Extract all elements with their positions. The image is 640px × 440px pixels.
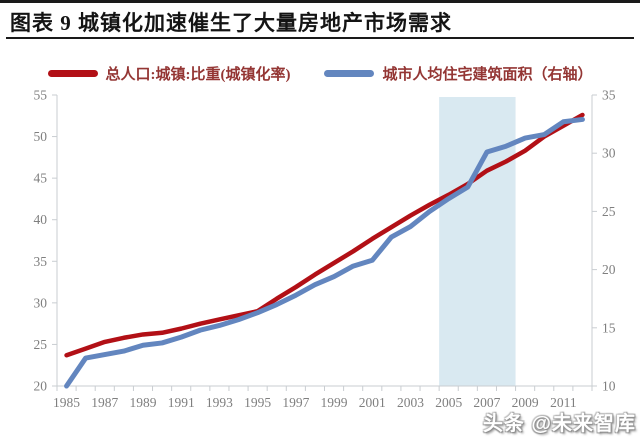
y-axis-left-tick-label: 30 — [34, 295, 48, 310]
x-axis-tick-label: 2007 — [473, 395, 500, 410]
watermark-text: 头条 @未来智库 — [482, 413, 636, 435]
x-axis-tick-label: 1987 — [91, 395, 118, 410]
legend-item-housing-area: 城市人均住宅建筑面积（右轴） — [324, 63, 593, 84]
y-axis-right-tick-label: 20 — [602, 262, 616, 277]
y-axis-right-tick-label: 35 — [602, 88, 616, 103]
y-axis-right-tick-label: 10 — [602, 379, 616, 394]
x-axis-tick-label: 1995 — [244, 395, 271, 410]
urbanization-rate-line — [64, 112, 585, 358]
y-axis-right-tick-label: 15 — [602, 320, 616, 335]
x-axis-tick-label: 1991 — [168, 395, 195, 410]
red-line-swatch-icon — [47, 69, 98, 77]
highlight-band-2005-2008 — [439, 97, 516, 386]
top-border-rule — [0, 0, 640, 3]
chart-title: 图表 9 城镇化加速催生了大量房地产市场需求 — [10, 11, 452, 35]
housing-area-line — [64, 116, 585, 389]
x-axis-tick-label: 2009 — [512, 395, 539, 410]
y-axis-left-tick-label: 50 — [34, 129, 48, 144]
x-axis-tick-label: 2001 — [359, 395, 386, 410]
chart-legend: 总人口:城镇:比重(城镇化率) 城市人均住宅建筑面积（右轴） — [0, 60, 640, 86]
x-axis-tick-label: 1999 — [321, 395, 348, 410]
legend-item-urbanization-rate: 总人口:城镇:比重(城镇化率) — [47, 63, 291, 84]
title-underline-rule — [6, 37, 634, 39]
blue-line-swatch-icon — [324, 69, 375, 77]
y-axis-left-tick-label: 55 — [34, 88, 48, 103]
y-axis-left-tick-label: 20 — [34, 379, 48, 394]
x-axis-tick-label: 1989 — [129, 395, 156, 410]
y-axis-left-tick-label: 25 — [34, 337, 48, 352]
x-axis-tick-label: 2011 — [550, 395, 577, 410]
x-axis-tick-label: 2003 — [397, 395, 424, 410]
y-axis-right-tick-label: 30 — [602, 146, 616, 161]
x-axis-tick-label: 1997 — [282, 395, 309, 410]
x-axis-tick-label: 2005 — [435, 395, 462, 410]
y-axis-right-tick-label: 25 — [602, 204, 616, 219]
line-chart-canvas: 20 25 30 35 40 45 50 55 10 15 20 25 30 35 1985 1987 1989… — [34, 88, 616, 410]
y-axis-left-tick-label: 40 — [34, 212, 48, 227]
legend-label: 总人口:城镇:比重(城镇化率) — [105, 66, 291, 83]
y-axis-left-tick-label: 35 — [34, 254, 48, 269]
x-axis-tick-label: 1993 — [206, 395, 233, 410]
y-axis-left-tick-label: 45 — [34, 171, 48, 186]
legend-label: 城市人均住宅建筑面积（右轴） — [382, 66, 593, 83]
x-axis-tick-label: 1985 — [53, 395, 80, 410]
